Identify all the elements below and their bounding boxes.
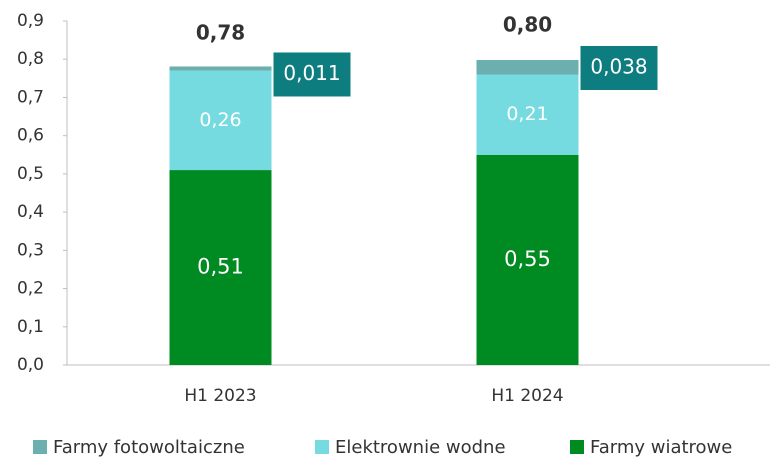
y-tick-label: 0,0: [17, 355, 44, 375]
y-tick-label: 0,7: [17, 87, 44, 107]
legend-label: Elektrownie wodne: [335, 437, 506, 458]
data-label: 0,55: [504, 247, 551, 271]
data-label: 0,011: [283, 61, 340, 85]
data-label: 0,26: [199, 109, 241, 131]
data-label: 0,51: [197, 255, 244, 279]
data-label: 0,038: [590, 54, 647, 78]
y-tick-label: 0,9: [17, 11, 44, 31]
y-tick-label: 0,1: [17, 317, 44, 337]
total-label: 0,80: [503, 13, 552, 37]
label-box: [580, 45, 658, 90]
y-tick-label: 0,8: [17, 49, 44, 69]
bar-segment: [476, 59, 579, 75]
bar-segment: [169, 66, 272, 71]
y-tick-label: 0,5: [17, 164, 44, 184]
y-tick-label: 0,6: [17, 126, 44, 146]
total-label: 0,78: [196, 20, 245, 44]
bar-segment: [169, 170, 272, 365]
x-tick-label: H1 2024: [491, 386, 563, 406]
y-tick-label: 0,4: [17, 202, 44, 222]
y-tick-label: 0,3: [17, 240, 44, 260]
x-tick-label: H1 2023: [184, 386, 256, 406]
data-label: 0,21: [506, 103, 548, 125]
legend-swatch: [570, 440, 584, 454]
label-box: [273, 52, 351, 97]
legend-swatch: [33, 440, 47, 454]
bar-segment: [476, 154, 579, 365]
legend-label: Farmy wiatrowe: [590, 437, 732, 458]
legend-label: Farmy fotowoltaiczne: [53, 437, 245, 458]
bar-segment: [169, 70, 272, 171]
legend-swatch: [315, 440, 329, 454]
y-tick-label: 0,2: [17, 279, 44, 299]
bar-segment: [476, 74, 579, 155]
